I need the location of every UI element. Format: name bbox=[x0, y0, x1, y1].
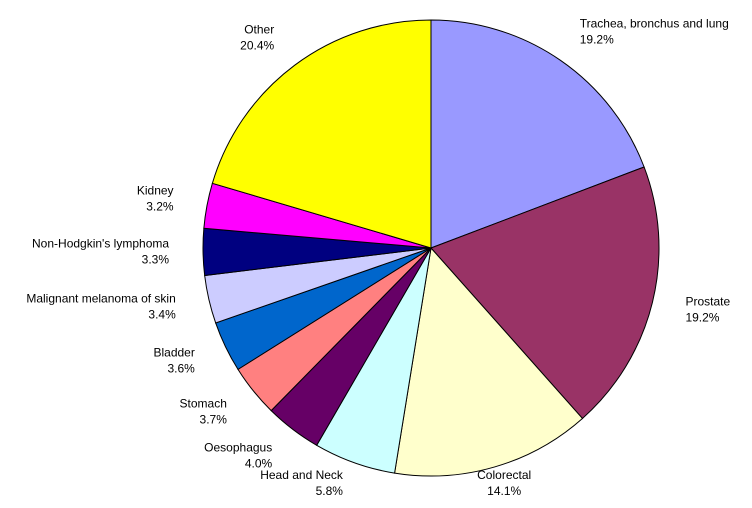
slice-value-label: 19.2% bbox=[580, 32, 614, 46]
slice-value-label: 20.4% bbox=[240, 38, 274, 52]
slice-value-label: 3.2% bbox=[146, 199, 174, 213]
slice-value-label: 3.4% bbox=[148, 307, 176, 321]
slice-label: Stomach bbox=[180, 396, 227, 410]
slice-value-label: 3.3% bbox=[142, 253, 170, 267]
slice-label: Trachea, bronchus and lung bbox=[580, 16, 729, 30]
slice-value-label: 19.2% bbox=[685, 311, 719, 325]
slice-value-label: 5.8% bbox=[316, 484, 344, 498]
pie-slice bbox=[430, 19, 645, 249]
slice-value-label: 3.7% bbox=[200, 412, 228, 426]
slice-label: Bladder bbox=[153, 346, 194, 360]
slice-label: Oesophagus bbox=[204, 441, 272, 455]
slice-value-label: 3.6% bbox=[168, 362, 196, 376]
slice-label: Colorectal bbox=[477, 468, 531, 482]
slice-value-label: 14.1% bbox=[487, 484, 521, 498]
slice-label: Other bbox=[244, 22, 274, 36]
slice-value-label: 4.0% bbox=[245, 457, 273, 471]
slice-label: Prostate bbox=[685, 295, 730, 309]
slice-label: Head and Neck bbox=[260, 468, 344, 482]
slice-label: Non-Hodgkin's lymphoma bbox=[32, 237, 169, 251]
pie-slice bbox=[211, 19, 432, 249]
slice-label: Kidney bbox=[137, 183, 174, 197]
pie-slice bbox=[430, 166, 660, 420]
pie-slice bbox=[394, 246, 584, 477]
slice-label: Malignant melanoma of skin bbox=[26, 291, 175, 305]
